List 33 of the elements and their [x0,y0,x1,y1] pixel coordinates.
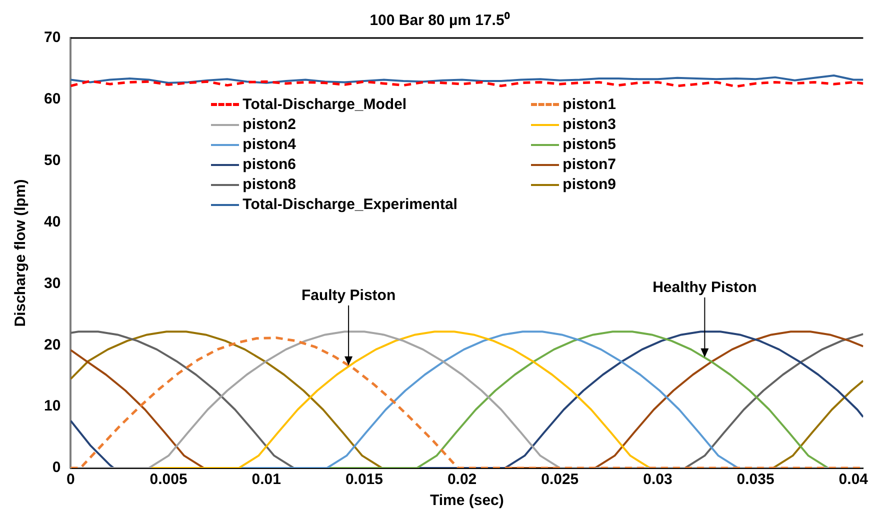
legend-label: piston1 [562,96,616,113]
chart-title: 100 Bar 80 µm 17.5⁰ [370,11,510,30]
annotation: Healthy Piston [652,279,757,296]
x-tick-label: 0.02 [447,471,477,488]
y-tick-label: 60 [44,90,61,108]
y-tick-label: 40 [44,213,61,230]
annotation: Faulty Piston [301,287,396,304]
legend-label: piston2 [242,116,296,133]
y-tick-label: 20 [44,336,61,354]
legend-label: piston5 [562,136,616,153]
x-tick-label: 0.015 [345,471,383,488]
legend-label: piston8 [242,176,296,193]
y-axis-title: Discharge flow (lpm) [12,179,30,327]
x-tick-label: 0.005 [150,471,188,488]
legend-label: piston4 [242,136,296,153]
legend-label: piston7 [562,156,616,173]
x-tick-label: 0.04 [838,471,869,488]
y-tick-label: 30 [44,274,61,292]
x-tick-label: 0.03 [643,471,672,488]
y-tick-label: 70 [44,29,61,46]
y-tick-label: 10 [44,398,61,415]
legend-label: piston3 [562,116,616,133]
x-axis-title: Time (sec) [430,492,504,510]
legend-label: piston9 [562,176,616,193]
x-tick-label: 0.035 [736,471,774,488]
legend-label: piston6 [242,156,296,173]
x-tick-label: 0 [66,471,75,488]
y-tick-label: 50 [44,152,61,169]
x-tick-label: 0.01 [252,471,281,488]
x-tick-label: 0.025 [541,471,579,488]
y-tick-label: 0 [52,459,61,476]
legend-label: Total-Discharge_Model [242,96,407,113]
legend-label: Total-Discharge_Experimental [242,196,458,213]
